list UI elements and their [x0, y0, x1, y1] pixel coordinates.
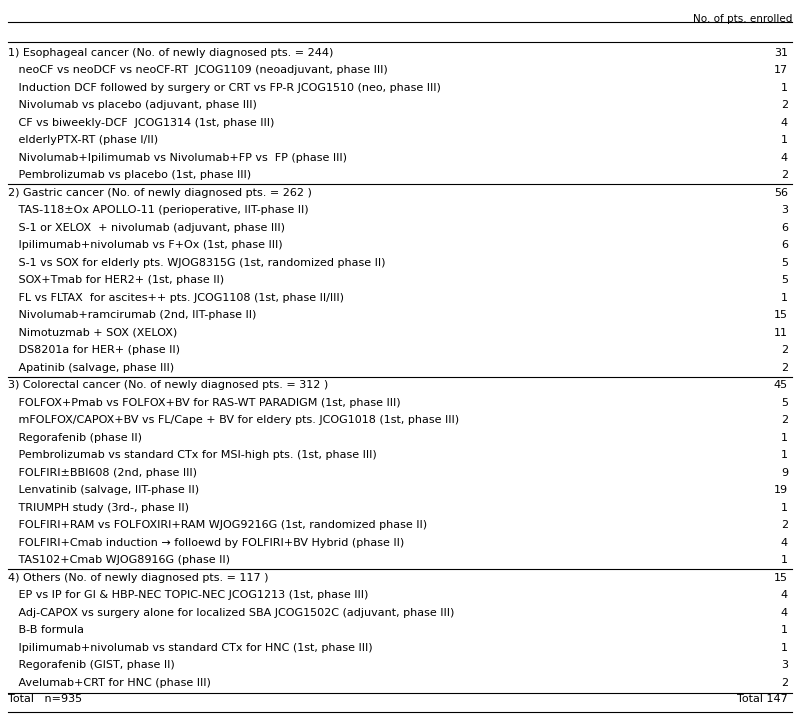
Text: 5: 5	[781, 275, 788, 285]
Text: EP vs IP for GI & HBP-NEC TOPIC-NEC JCOG1213 (1st, phase III): EP vs IP for GI & HBP-NEC TOPIC-NEC JCOG…	[8, 590, 368, 600]
Text: 1: 1	[781, 502, 788, 513]
Text: 1: 1	[781, 83, 788, 93]
Text: 9: 9	[781, 468, 788, 478]
Text: SOX+Tmab for HER2+ (1st, phase II): SOX+Tmab for HER2+ (1st, phase II)	[8, 275, 224, 285]
Text: DS8201a for HER+ (phase II): DS8201a for HER+ (phase II)	[8, 345, 180, 355]
Text: 2: 2	[781, 678, 788, 688]
Text: 6: 6	[781, 240, 788, 251]
Text: FOLFOX+Pmab vs FOLFOX+BV for RAS-WT PARADIGM (1st, phase III): FOLFOX+Pmab vs FOLFOX+BV for RAS-WT PARA…	[8, 397, 401, 408]
Text: TAS-118±Ox APOLLO-11 (perioperative, IIT-phase II): TAS-118±Ox APOLLO-11 (perioperative, IIT…	[8, 205, 309, 215]
Text: 3: 3	[781, 660, 788, 670]
Text: 1: 1	[781, 626, 788, 635]
Text: Pembrolizumab vs placebo (1st, phase III): Pembrolizumab vs placebo (1st, phase III…	[8, 170, 251, 180]
Text: 1: 1	[781, 643, 788, 653]
Text: 6: 6	[781, 223, 788, 232]
Text: 4: 4	[781, 607, 788, 618]
Text: Total 147: Total 147	[738, 694, 788, 704]
Text: No. of pts. enrolled: No. of pts. enrolled	[693, 14, 792, 24]
Text: 15: 15	[774, 311, 788, 320]
Text: 56: 56	[774, 188, 788, 198]
Text: Ipilimumab+nivolumab vs F+Ox (1st, phase III): Ipilimumab+nivolumab vs F+Ox (1st, phase…	[8, 240, 282, 251]
Text: 1) Esophageal cancer (No. of newly diagnosed pts. = 244): 1) Esophageal cancer (No. of newly diagn…	[8, 48, 334, 58]
Text: S-1 vs SOX for elderly pts. WJOG8315G (1st, randomized phase II): S-1 vs SOX for elderly pts. WJOG8315G (1…	[8, 258, 386, 268]
Text: Regorafenib (phase II): Regorafenib (phase II)	[8, 433, 142, 443]
Text: Nivolumab vs placebo (adjuvant, phase III): Nivolumab vs placebo (adjuvant, phase II…	[8, 100, 257, 110]
Text: TRIUMPH study (3rd-, phase II): TRIUMPH study (3rd-, phase II)	[8, 502, 189, 513]
Text: 1: 1	[781, 555, 788, 565]
Text: Lenvatinib (salvage, IIT-phase II): Lenvatinib (salvage, IIT-phase II)	[8, 485, 199, 495]
Text: 3: 3	[781, 205, 788, 215]
Text: 2: 2	[781, 345, 788, 355]
Text: Ipilimumab+nivolumab vs standard CTx for HNC (1st, phase III): Ipilimumab+nivolumab vs standard CTx for…	[8, 643, 373, 653]
Text: mFOLFOX/CAPOX+BV vs FL/Cape + BV for eldery pts. JCOG1018 (1st, phase III): mFOLFOX/CAPOX+BV vs FL/Cape + BV for eld…	[8, 416, 459, 425]
Text: 17: 17	[774, 65, 788, 75]
Text: Total   n=935: Total n=935	[8, 694, 82, 704]
Text: 2: 2	[781, 521, 788, 530]
Text: 2: 2	[781, 170, 788, 180]
Text: 5: 5	[781, 397, 788, 408]
Text: Pembrolizumab vs standard CTx for MSI-high pts. (1st, phase III): Pembrolizumab vs standard CTx for MSI-hi…	[8, 450, 377, 460]
Text: 2: 2	[781, 100, 788, 110]
Text: B-B formula: B-B formula	[8, 626, 84, 635]
Text: 31: 31	[774, 48, 788, 58]
Text: 2: 2	[781, 363, 788, 373]
Text: neoCF vs neoDCF vs neoCF-RT  JCOG1109 (neoadjuvant, phase III): neoCF vs neoDCF vs neoCF-RT JCOG1109 (ne…	[8, 65, 388, 75]
Text: 2: 2	[781, 416, 788, 425]
Text: 19: 19	[774, 485, 788, 495]
Text: 45: 45	[774, 380, 788, 390]
Text: FOLFIRI+Cmab induction → folloewd by FOLFIRI+BV Hybrid (phase II): FOLFIRI+Cmab induction → folloewd by FOL…	[8, 538, 404, 548]
Text: 5: 5	[781, 258, 788, 268]
Text: Nivolumab+Ipilimumab vs Nivolumab+FP vs  FP (phase III): Nivolumab+Ipilimumab vs Nivolumab+FP vs …	[8, 153, 347, 163]
Text: 1: 1	[781, 292, 788, 303]
Text: Regorafenib (GIST, phase II): Regorafenib (GIST, phase II)	[8, 660, 174, 670]
Text: 15: 15	[774, 573, 788, 583]
Text: 3) Colorectal cancer (No. of newly diagnosed pts. = 312 ): 3) Colorectal cancer (No. of newly diagn…	[8, 380, 328, 390]
Text: 1: 1	[781, 433, 788, 443]
Text: 2) Gastric cancer (No. of newly diagnosed pts. = 262 ): 2) Gastric cancer (No. of newly diagnose…	[8, 188, 312, 198]
Text: 11: 11	[774, 328, 788, 338]
Text: 4: 4	[781, 153, 788, 163]
Text: Avelumab+CRT for HNC (phase III): Avelumab+CRT for HNC (phase III)	[8, 678, 211, 688]
Text: CF vs biweekly-DCF  JCOG1314 (1st, phase III): CF vs biweekly-DCF JCOG1314 (1st, phase …	[8, 118, 274, 127]
Text: FOLFIRI+RAM vs FOLFOXIRI+RAM WJOG9216G (1st, randomized phase II): FOLFIRI+RAM vs FOLFOXIRI+RAM WJOG9216G (…	[8, 521, 427, 530]
Text: 1: 1	[781, 450, 788, 460]
Text: FOLFIRI±BBI608 (2nd, phase III): FOLFIRI±BBI608 (2nd, phase III)	[8, 468, 197, 478]
Text: Nimotuzmab + SOX (XELOX): Nimotuzmab + SOX (XELOX)	[8, 328, 178, 338]
Text: 4) Others (No. of newly diagnosed pts. = 117 ): 4) Others (No. of newly diagnosed pts. =…	[8, 573, 269, 583]
Text: Apatinib (salvage, phase III): Apatinib (salvage, phase III)	[8, 363, 174, 373]
Text: Adj-CAPOX vs surgery alone for localized SBA JCOG1502C (adjuvant, phase III): Adj-CAPOX vs surgery alone for localized…	[8, 607, 454, 618]
Text: Induction DCF followed by surgery or CRT vs FP-R JCOG1510 (neo, phase III): Induction DCF followed by surgery or CRT…	[8, 83, 441, 93]
Text: FL vs FLTAX  for ascites++ pts. JCOG1108 (1st, phase II/III): FL vs FLTAX for ascites++ pts. JCOG1108 …	[8, 292, 344, 303]
Text: 4: 4	[781, 118, 788, 127]
Text: 4: 4	[781, 590, 788, 600]
Text: 4: 4	[781, 538, 788, 548]
Text: 1: 1	[781, 135, 788, 146]
Text: TAS102+Cmab WJOG8916G (phase II): TAS102+Cmab WJOG8916G (phase II)	[8, 555, 230, 565]
Text: S-1 or XELOX  + nivolumab (adjuvant, phase III): S-1 or XELOX + nivolumab (adjuvant, phas…	[8, 223, 285, 232]
Text: Nivolumab+ramcirumab (2nd, IIT-phase II): Nivolumab+ramcirumab (2nd, IIT-phase II)	[8, 311, 256, 320]
Text: elderlyPTX-RT (phase I/II): elderlyPTX-RT (phase I/II)	[8, 135, 158, 146]
